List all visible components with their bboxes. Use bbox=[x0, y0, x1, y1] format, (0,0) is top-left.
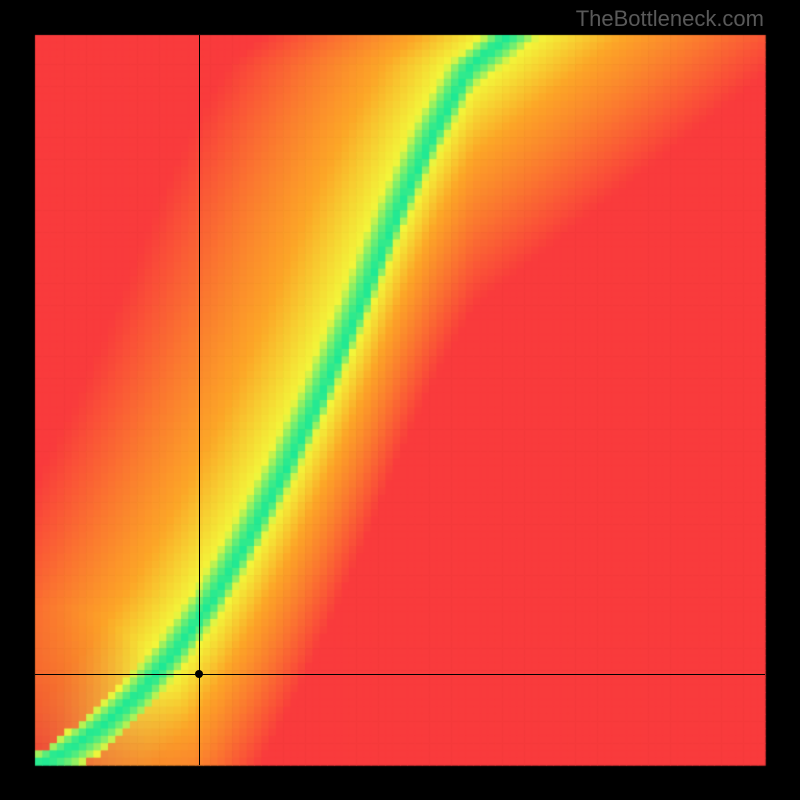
crosshair-horizontal bbox=[35, 674, 765, 675]
crosshair-vertical bbox=[199, 35, 200, 765]
bottleneck-heatmap bbox=[0, 0, 800, 800]
watermark-text: TheBottleneck.com bbox=[576, 6, 764, 32]
crosshair-marker bbox=[195, 670, 203, 678]
